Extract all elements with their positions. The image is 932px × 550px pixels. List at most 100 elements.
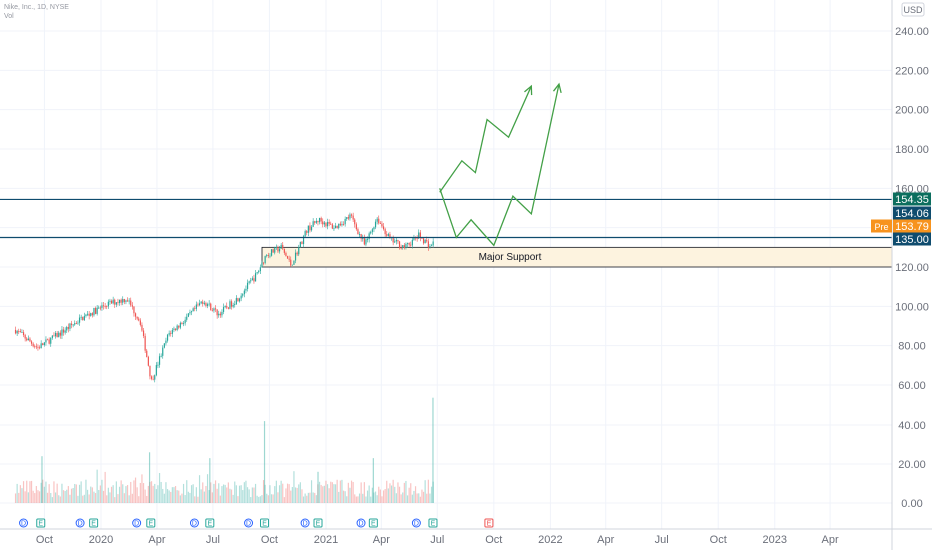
candle-body	[368, 233, 370, 240]
volume-bar	[355, 496, 357, 503]
volume-bar	[190, 485, 193, 503]
earnings-marker[interactable]	[428, 518, 438, 528]
candle-body	[323, 222, 325, 225]
horizontal-levels[interactable]	[0, 198, 892, 239]
volume-bar	[109, 492, 111, 503]
dividend-marker[interactable]	[244, 518, 254, 528]
projection-arrows[interactable]	[439, 82, 562, 247]
dividend-marker[interactable]	[132, 518, 142, 528]
volume-bar	[114, 497, 116, 503]
volume-bar	[32, 490, 34, 503]
volume-bar	[373, 492, 375, 503]
event-marker-label: D	[21, 521, 26, 528]
dividend-marker[interactable]	[75, 518, 85, 528]
volume-bar	[413, 490, 415, 503]
candle-body	[35, 346, 37, 348]
volume-spike	[148, 452, 151, 503]
volume-bar	[61, 483, 63, 503]
earnings-marker[interactable]	[484, 518, 494, 528]
dividend-marker[interactable]	[300, 518, 310, 528]
candle-body	[144, 335, 146, 351]
currency-label[interactable]: USD	[903, 5, 923, 15]
candle-body	[56, 332, 58, 338]
volume-bar	[45, 481, 47, 503]
volume-bars	[14, 397, 434, 503]
candle-body	[126, 300, 129, 302]
event-marker-label: D	[246, 521, 251, 528]
candle-body	[320, 217, 322, 222]
volume-bar	[254, 483, 257, 503]
dividend-marker[interactable]	[189, 518, 199, 528]
earnings-marker[interactable]	[368, 518, 378, 528]
earnings-marker[interactable]	[205, 518, 215, 528]
volume-bar	[125, 486, 127, 503]
projection-path[interactable]	[439, 85, 532, 193]
candle-body	[290, 259, 292, 266]
volume-bar	[174, 486, 177, 503]
candle-body	[278, 248, 281, 252]
candle-body	[354, 219, 356, 225]
candle-body	[267, 255, 269, 256]
time-axis[interactable]: Oct 2020 Apr Jul Oct 2021 Apr Jul Oct 2022 Apr Jul O…	[36, 534, 839, 546]
volume-bar	[230, 489, 233, 503]
volume-bar	[210, 482, 212, 503]
projection-path[interactable]	[439, 83, 560, 247]
volume-bar	[342, 490, 345, 503]
volume-bar	[112, 485, 114, 503]
earnings-marker[interactable]	[313, 518, 323, 528]
candle-body	[149, 365, 151, 377]
candle-body	[171, 329, 173, 334]
volume-bar	[395, 493, 397, 503]
candle-body	[214, 308, 217, 310]
candle-body	[45, 339, 47, 343]
price-tick-label: 80.00	[898, 341, 926, 353]
candle-body	[61, 329, 63, 336]
price-badge-label: 154.06	[895, 208, 929, 220]
candle-body	[162, 347, 164, 356]
time-tick-label: Apr	[148, 534, 165, 546]
dividend-marker[interactable]	[411, 518, 421, 528]
candle-body	[78, 317, 81, 323]
volume-bar	[293, 471, 295, 503]
candle-body	[50, 337, 52, 344]
candle-body	[349, 214, 351, 219]
volume-bar	[106, 495, 108, 503]
candle-body	[22, 332, 25, 336]
time-tick-label: Apr	[373, 534, 390, 546]
candle-body	[245, 288, 247, 291]
dividend-marker[interactable]	[19, 518, 29, 528]
volume-bar	[222, 484, 225, 503]
candle-body	[14, 329, 17, 334]
volume-bar	[382, 490, 385, 503]
volume-spike	[372, 458, 374, 503]
price-tick-label: 240.00	[895, 26, 929, 38]
volume-bar	[85, 479, 87, 503]
candle-body	[272, 249, 274, 253]
earnings-marker[interactable]	[146, 518, 156, 528]
earnings-marker[interactable]	[36, 518, 46, 528]
candle-body	[419, 232, 421, 238]
dividend-marker[interactable]	[356, 518, 366, 528]
volume-bar	[384, 489, 386, 503]
candle-body	[178, 325, 180, 328]
candle-body	[430, 245, 433, 247]
volume-bar	[416, 493, 418, 503]
event-marker-label: D	[359, 521, 364, 528]
volume-bar	[310, 480, 313, 503]
volume-bar	[163, 493, 165, 503]
candle-body	[221, 311, 223, 316]
candle-body	[314, 221, 316, 223]
earnings-marker[interactable]	[89, 518, 99, 528]
support-zone[interactable]: Major Support	[261, 246, 893, 268]
candle-body	[107, 301, 109, 307]
candle-body	[67, 327, 69, 329]
earnings-marker[interactable]	[260, 518, 270, 528]
volume-bar	[179, 495, 181, 503]
support-zone-box[interactable]	[261, 246, 893, 268]
candle-body	[315, 220, 317, 223]
volume-bar	[64, 490, 66, 503]
volume-bar	[290, 490, 292, 503]
currency-box[interactable]	[901, 2, 925, 17]
